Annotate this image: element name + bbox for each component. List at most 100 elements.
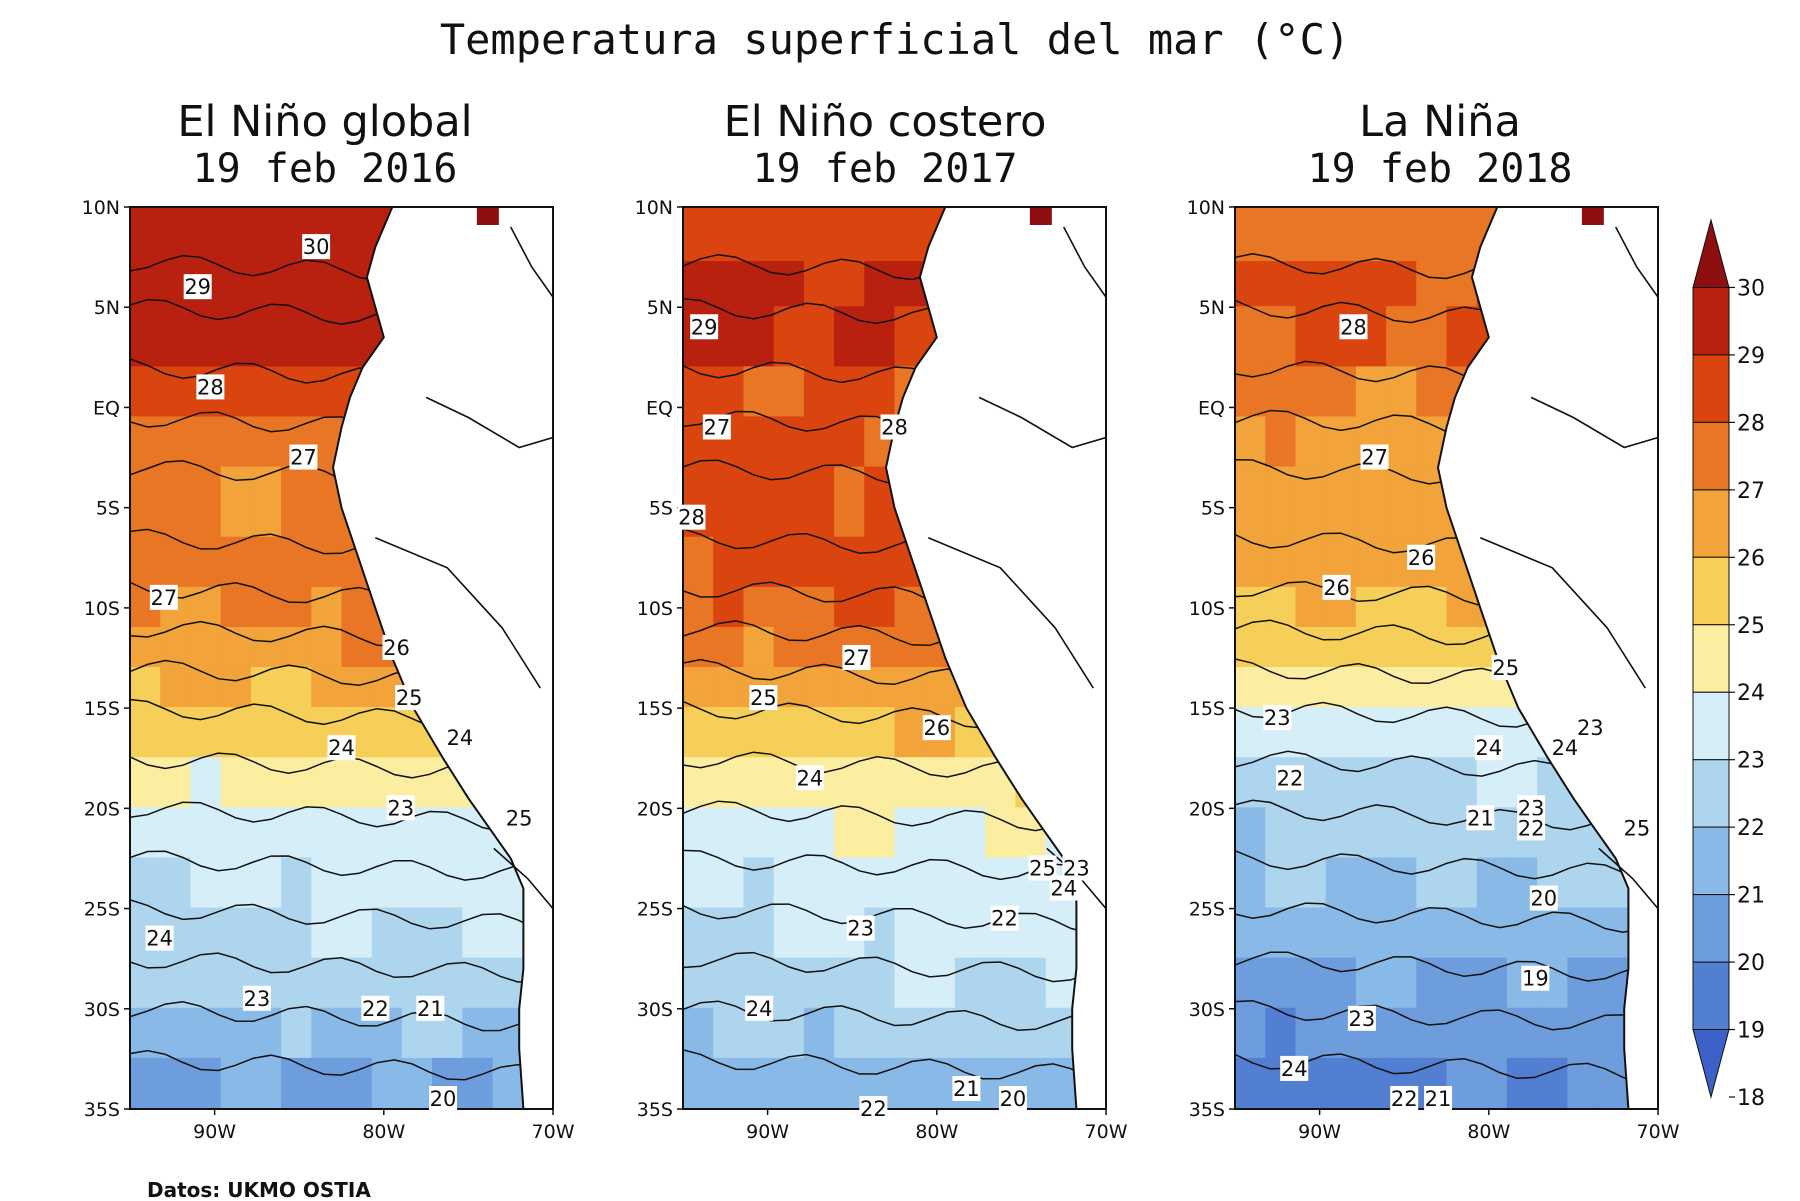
isotherm-line [683, 903, 1106, 934]
sst-cell [220, 667, 252, 710]
sst-cell [1386, 857, 1418, 910]
panel-date: 19 feb 2018 [1308, 146, 1573, 192]
sst-cell [683, 536, 715, 589]
sst-cell [924, 757, 956, 810]
sst-cell [190, 757, 222, 810]
sst-cell [1265, 957, 1297, 1010]
isotherm-line [683, 1049, 1106, 1085]
sst-cell [1446, 1007, 1478, 1060]
contour-label: 26 [1322, 574, 1351, 600]
sst-cell [683, 1057, 715, 1109]
sst-cell [462, 957, 494, 1010]
contour-label: 27 [289, 444, 318, 470]
sst-cell [713, 1007, 745, 1060]
contour-label: 25 [1491, 655, 1520, 681]
sst-cell [683, 366, 715, 419]
contour-label: 22 [990, 905, 1019, 931]
lat-tick-label: 25S [1189, 899, 1225, 921]
panel-date: 19 feb 2016 [193, 146, 458, 192]
sst-cell [954, 757, 987, 810]
contour-label-bg [302, 234, 331, 260]
sst-cell [924, 807, 956, 860]
contour-label-text: 27 [703, 415, 730, 439]
sst-cell [1506, 907, 1539, 960]
contour-label-bg [749, 685, 778, 711]
country-border [1530, 396, 1658, 449]
contour-label-text: 23 [387, 796, 414, 820]
sst-cell [341, 667, 373, 710]
sst-cell [250, 857, 283, 910]
contour-label-bg [690, 314, 719, 340]
sst-cell [1446, 907, 1478, 960]
contour-label-bg [1322, 574, 1351, 600]
sst-cell [1446, 957, 1478, 1010]
sst-cell [281, 1057, 313, 1109]
lat-tick-label: 5S [96, 498, 120, 520]
sst-cell [1265, 466, 1297, 539]
sst-cell [1265, 667, 1297, 710]
sst-cell [462, 857, 494, 910]
contour-label-text: 24 [797, 766, 824, 790]
colorbar-segment [1692, 354, 1730, 423]
sst-cell [250, 707, 283, 760]
sst-cell [834, 667, 866, 710]
sst-cell [250, 536, 283, 589]
sst-cell [864, 667, 896, 710]
contour-label-text: 25 [506, 806, 533, 830]
contour-label: 24 [795, 765, 824, 791]
contour-label-text: 30 [303, 235, 330, 259]
sst-cell [773, 366, 805, 419]
contour-label: 23 [1576, 715, 1605, 741]
sst-cell [281, 907, 313, 960]
sst-cell [371, 907, 403, 960]
colorbar-label: 21 [1737, 884, 1765, 909]
sst-cell [834, 1007, 866, 1060]
sst-cell [1235, 667, 1267, 710]
colorbar-label: 18 [1737, 1086, 1765, 1111]
sst-cell [190, 416, 222, 469]
contour-label-text: 23 [1349, 1007, 1376, 1031]
sst-cell [1446, 707, 1478, 760]
contour-label: 26 [382, 634, 411, 660]
land-south-america [884, 207, 1106, 1109]
sst-cell [1386, 207, 1418, 264]
sst-cell [773, 586, 805, 629]
sst-cell [1386, 416, 1418, 469]
country-border [1598, 847, 1658, 910]
contour-label: 23 [1347, 1005, 1376, 1031]
contour-label-text: 21 [1467, 806, 1494, 830]
sst-cell [683, 667, 715, 710]
sst-cell [1386, 907, 1418, 960]
contour-label-text: 21 [417, 997, 444, 1021]
sst-cell [773, 207, 805, 264]
sst-cell [954, 957, 987, 1010]
contour-label: 30 [302, 234, 331, 260]
contour-label-text: 22 [860, 1097, 887, 1121]
sst-cell [1265, 807, 1297, 860]
contour-label: 22 [1390, 1085, 1419, 1111]
sst-cell [713, 466, 745, 539]
map-frame [682, 206, 1107, 1110]
lat-tick-label: 10N [82, 197, 120, 219]
sst-cell [743, 857, 775, 910]
sst-cell [190, 306, 222, 369]
colorbar-label: 30 [1737, 276, 1765, 301]
sst-cell [311, 907, 343, 960]
sst-cell [1355, 261, 1388, 309]
sst-cell [160, 957, 192, 1010]
sst-cell [492, 957, 524, 1010]
sst-cell [1386, 757, 1418, 810]
sst-cell [773, 1057, 805, 1109]
sst-cell [1416, 857, 1448, 910]
country-border [509, 226, 553, 298]
lon-tick-label: 70W [1085, 1121, 1128, 1143]
contour-label-bg [361, 995, 390, 1021]
sst-cell [250, 466, 283, 539]
sst-cell [1325, 207, 1357, 264]
sst-cell [1446, 626, 1478, 670]
sst-field [683, 207, 1106, 1109]
sst-cell [773, 306, 805, 369]
sst-cell [1386, 261, 1418, 309]
sst-cell [743, 626, 775, 670]
